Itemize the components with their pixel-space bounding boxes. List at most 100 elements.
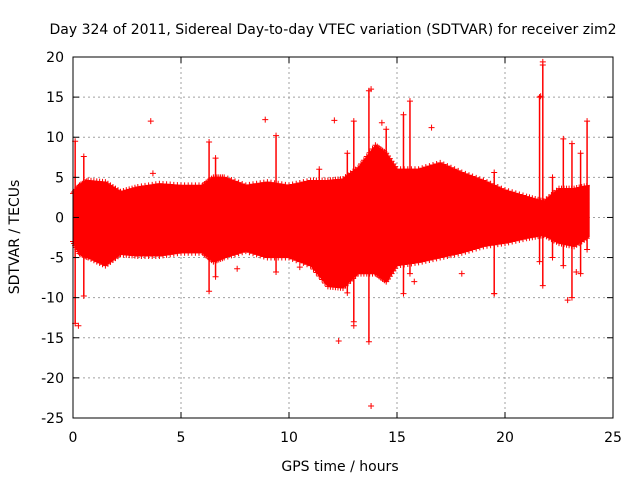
data-marker bbox=[286, 182, 292, 189]
data-marker bbox=[526, 194, 533, 201]
data-marker bbox=[466, 247, 472, 254]
data-point bbox=[458, 270, 465, 277]
x-tick-label: 15 bbox=[388, 430, 406, 446]
data-marker bbox=[568, 140, 575, 147]
data-marker bbox=[77, 251, 84, 258]
data-marker bbox=[80, 153, 87, 160]
x-tick-label: 5 bbox=[177, 430, 186, 446]
data-marker bbox=[221, 174, 228, 181]
data-marker bbox=[145, 182, 152, 189]
data-marker bbox=[268, 179, 274, 186]
data-marker bbox=[120, 187, 127, 194]
data-marker bbox=[498, 185, 505, 192]
data-point bbox=[378, 119, 385, 126]
data-marker bbox=[257, 180, 264, 187]
data-marker bbox=[152, 181, 159, 188]
data-point bbox=[573, 268, 580, 275]
data-marker bbox=[239, 181, 246, 188]
data-marker bbox=[484, 179, 490, 186]
data-marker bbox=[129, 185, 136, 192]
data-marker bbox=[516, 191, 523, 198]
data-marker bbox=[433, 255, 440, 262]
data-marker bbox=[149, 181, 156, 188]
data-marker bbox=[502, 240, 508, 247]
data-marker bbox=[90, 257, 97, 264]
data-spikes bbox=[72, 62, 591, 345]
x-tick-label: 0 bbox=[69, 430, 78, 446]
data-marker bbox=[494, 241, 501, 248]
chart-title: Day 324 of 2011, Sidereal Day-to-day VTE… bbox=[50, 22, 617, 38]
data-marker bbox=[232, 251, 238, 258]
data-marker bbox=[235, 179, 242, 186]
data-marker bbox=[304, 178, 310, 185]
data-marker bbox=[400, 111, 407, 118]
data-point bbox=[335, 337, 342, 344]
data-marker bbox=[350, 118, 357, 125]
data-marker bbox=[584, 246, 591, 253]
data-marker bbox=[156, 252, 163, 259]
data-marker bbox=[462, 248, 469, 255]
data-marker bbox=[532, 233, 539, 240]
data-marker bbox=[264, 179, 271, 186]
data-marker bbox=[419, 165, 426, 172]
y-tick-label: -20 bbox=[41, 371, 64, 387]
data-marker bbox=[397, 262, 404, 269]
data-marker bbox=[512, 190, 519, 197]
data-marker bbox=[170, 250, 177, 257]
data-marker bbox=[426, 163, 433, 170]
data-marker bbox=[532, 195, 539, 202]
y-tick-label: 5 bbox=[55, 170, 64, 186]
data-marker bbox=[560, 135, 567, 142]
data-marker bbox=[448, 252, 454, 259]
data-marker bbox=[505, 239, 512, 246]
data-point bbox=[234, 265, 241, 272]
y-tick-label: 20 bbox=[46, 50, 64, 66]
data-marker bbox=[520, 192, 526, 199]
data-marker bbox=[509, 189, 516, 196]
data-marker bbox=[242, 248, 249, 255]
data-marker bbox=[304, 261, 310, 268]
data-marker bbox=[316, 166, 323, 173]
data-marker bbox=[365, 338, 372, 345]
data-marker bbox=[451, 166, 458, 173]
data-point bbox=[539, 58, 546, 65]
data-marker bbox=[83, 178, 90, 185]
data-marker bbox=[242, 182, 249, 189]
data-marker bbox=[206, 288, 213, 295]
data-marker bbox=[260, 253, 267, 260]
data-marker bbox=[462, 170, 469, 177]
data-marker bbox=[212, 273, 219, 280]
data-marker bbox=[394, 262, 400, 269]
data-marker bbox=[509, 238, 516, 245]
y-tick-label: -10 bbox=[41, 291, 64, 307]
data-marker bbox=[444, 252, 451, 259]
plot-frame bbox=[72, 56, 614, 419]
data-marker bbox=[174, 250, 181, 257]
data-marker bbox=[360, 157, 367, 164]
data-marker bbox=[383, 126, 390, 133]
x-axis-label: GPS time / hours bbox=[281, 459, 398, 475]
data-marker bbox=[134, 183, 141, 190]
data-marker bbox=[444, 163, 451, 170]
data-marker bbox=[88, 255, 94, 262]
data-marker bbox=[484, 242, 490, 249]
data-marker bbox=[581, 183, 588, 190]
data-marker bbox=[246, 249, 253, 256]
data-marker bbox=[76, 250, 83, 257]
data-marker bbox=[520, 236, 526, 243]
data-marker bbox=[440, 161, 447, 168]
data-marker bbox=[232, 178, 238, 185]
data-marker bbox=[422, 164, 429, 171]
data-marker bbox=[455, 250, 462, 257]
data-marker bbox=[549, 174, 556, 181]
data-marker bbox=[556, 240, 562, 247]
data-marker bbox=[289, 255, 296, 262]
data-marker bbox=[543, 233, 550, 240]
data-point bbox=[350, 322, 357, 329]
data-marker bbox=[529, 234, 536, 241]
data-marker bbox=[523, 235, 530, 242]
data-marker bbox=[260, 179, 267, 186]
data-marker bbox=[293, 180, 300, 187]
data-marker bbox=[126, 186, 133, 193]
data-marker bbox=[539, 282, 546, 289]
